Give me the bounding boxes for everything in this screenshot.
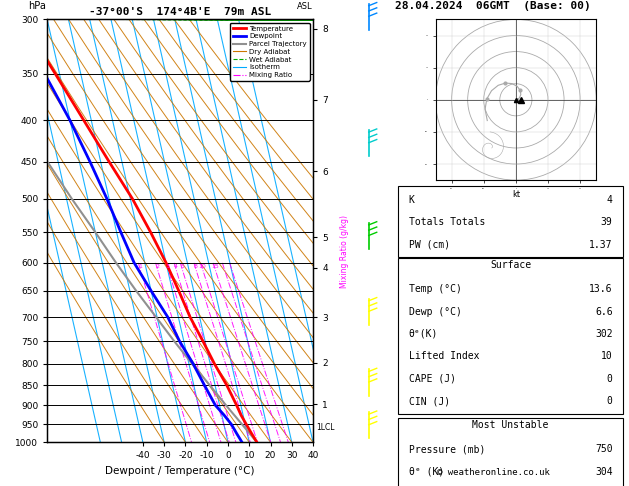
Text: 2: 2 (155, 264, 159, 269)
Text: 6.6: 6.6 (595, 307, 613, 316)
Text: θᵉ (K): θᵉ (K) (408, 467, 444, 477)
Text: 1: 1 (138, 264, 142, 269)
X-axis label: Dewpoint / Temperature (°C): Dewpoint / Temperature (°C) (106, 466, 255, 476)
Text: hPa: hPa (28, 1, 47, 11)
Text: 10: 10 (601, 351, 613, 362)
Text: 4: 4 (607, 195, 613, 205)
Bar (398, 418, 623, 486)
Text: km
ASL: km ASL (298, 0, 313, 11)
Text: 10: 10 (199, 264, 206, 269)
Text: θᵉ(K): θᵉ(K) (408, 329, 438, 339)
Text: Mixing Ratio (g/kg): Mixing Ratio (g/kg) (340, 215, 350, 289)
Text: CIN (J): CIN (J) (408, 396, 450, 406)
Text: Temp (°C): Temp (°C) (408, 284, 462, 294)
Legend: Temperature, Dewpoint, Parcel Trajectory, Dry Adiabat, Wet Adiabat, Isotherm, Mi: Temperature, Dewpoint, Parcel Trajectory… (230, 23, 309, 81)
Text: 750: 750 (595, 444, 613, 454)
Text: 5: 5 (180, 264, 184, 269)
Text: 4: 4 (174, 264, 178, 269)
Text: © weatheronline.co.uk: © weatheronline.co.uk (437, 468, 550, 477)
Bar (398, 187, 623, 257)
Text: 1.37: 1.37 (589, 240, 613, 250)
Text: 13.6: 13.6 (589, 284, 613, 294)
Text: 0: 0 (607, 396, 613, 406)
Text: 8: 8 (194, 264, 198, 269)
Text: Surface: Surface (490, 260, 531, 270)
Text: 302: 302 (595, 329, 613, 339)
Text: PW (cm): PW (cm) (408, 240, 450, 250)
Text: 1LCL: 1LCL (316, 423, 334, 433)
Text: 0: 0 (607, 374, 613, 384)
Text: 15: 15 (211, 264, 219, 269)
Text: 28.04.2024  06GMT  (Base: 00): 28.04.2024 06GMT (Base: 00) (396, 1, 591, 11)
Text: 39: 39 (601, 217, 613, 227)
Text: CAPE (J): CAPE (J) (408, 374, 455, 384)
Text: Dewp (°C): Dewp (°C) (408, 307, 462, 316)
Text: 3: 3 (166, 264, 170, 269)
Title: -37°00'S  174°4B'E  79m ASL: -37°00'S 174°4B'E 79m ASL (89, 7, 271, 17)
Text: Pressure (mb): Pressure (mb) (408, 444, 485, 454)
Bar (398, 258, 623, 414)
Text: Lifted Index: Lifted Index (408, 351, 479, 362)
Text: Most Unstable: Most Unstable (472, 420, 548, 430)
Text: K: K (408, 195, 415, 205)
Text: Totals Totals: Totals Totals (408, 217, 485, 227)
Text: 304: 304 (595, 467, 613, 477)
